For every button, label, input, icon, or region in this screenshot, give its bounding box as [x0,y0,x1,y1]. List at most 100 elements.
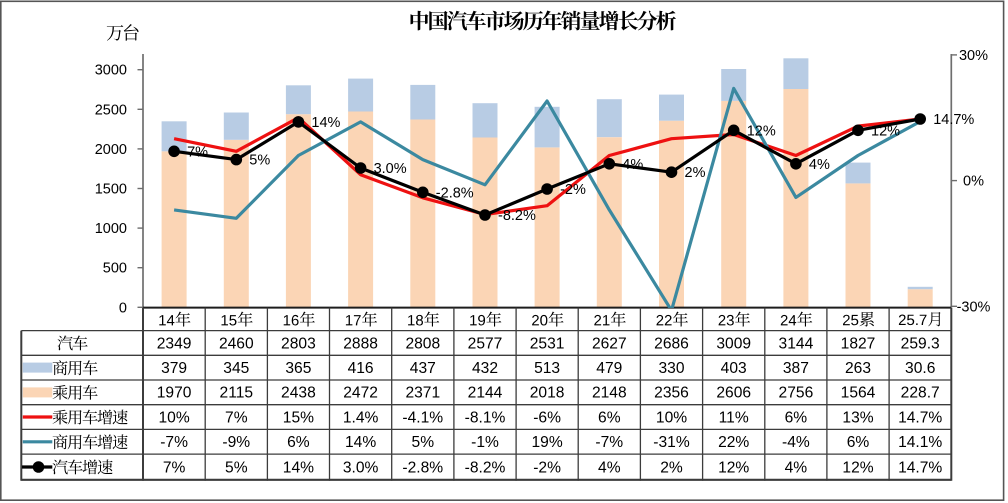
svg-text:0: 0 [119,300,127,316]
svg-text:2144: 2144 [468,385,503,402]
svg-text:-2.8%: -2.8% [402,459,443,476]
svg-text:-30%: -30% [957,299,991,315]
svg-text:-6%: -6% [533,409,561,426]
svg-text:7%: 7% [187,144,208,160]
svg-text:10%: 10% [158,409,189,426]
svg-text:2%: 2% [685,165,706,181]
svg-text:2%: 2% [660,459,683,476]
svg-text:-4%: -4% [782,434,810,451]
svg-text:-7%: -7% [595,434,623,451]
svg-text:5%: 5% [249,153,270,169]
svg-text:4%: 4% [622,157,643,173]
svg-text:5%: 5% [225,459,248,476]
svg-text:1970: 1970 [157,385,192,402]
svg-text:2371: 2371 [405,385,440,402]
svg-text:2888: 2888 [343,335,378,352]
svg-text:14.7%: 14.7% [898,409,942,426]
svg-text:-9%: -9% [222,434,250,451]
svg-text:-7%: -7% [160,434,188,451]
svg-text:500: 500 [103,261,127,277]
svg-text:13%: 13% [842,409,873,426]
svg-text:2460: 2460 [219,335,254,352]
svg-text:2349: 2349 [157,335,192,352]
svg-text:12%: 12% [747,123,776,139]
svg-text:513: 513 [534,360,560,377]
svg-text:2115: 2115 [220,385,254,402]
svg-text:5%: 5% [412,434,435,451]
svg-text:2018: 2018 [530,385,565,402]
svg-text:3000: 3000 [95,63,127,79]
svg-text:3009: 3009 [716,335,751,352]
svg-text:12%: 12% [842,459,873,476]
svg-text:345: 345 [223,360,249,377]
svg-text:6%: 6% [785,409,808,426]
svg-text:387: 387 [783,360,809,377]
svg-text:12%: 12% [718,459,749,476]
svg-text:3.0%: 3.0% [343,459,379,476]
svg-text:4%: 4% [809,157,830,173]
svg-text:19%: 19% [531,434,562,451]
svg-text:6%: 6% [287,434,310,451]
svg-text:4%: 4% [598,459,621,476]
svg-text:2500: 2500 [95,102,127,118]
svg-text:-2%: -2% [560,182,586,198]
svg-text:1.4%: 1.4% [343,409,379,426]
svg-text:403: 403 [721,360,747,377]
svg-text:479: 479 [596,360,622,377]
svg-text:-1%: -1% [471,434,499,451]
svg-text:3144: 3144 [779,335,814,352]
svg-text:0%: 0% [963,174,984,190]
svg-text:14%: 14% [311,115,340,131]
svg-text:-2.8%: -2.8% [436,185,474,201]
svg-text:2577: 2577 [468,335,503,352]
svg-text:2356: 2356 [654,385,689,402]
svg-text:1827: 1827 [841,335,876,352]
svg-text:2472: 2472 [343,385,378,402]
svg-text:22%: 22% [718,434,749,451]
svg-text:11%: 11% [719,409,749,426]
svg-text:4%: 4% [785,459,808,476]
svg-text:263: 263 [845,360,871,377]
svg-text:-2%: -2% [533,459,561,476]
svg-text:228.7: 228.7 [901,385,940,402]
svg-text:-8.1%: -8.1% [465,409,506,426]
svg-text:14%: 14% [345,434,376,451]
svg-text:6%: 6% [847,434,870,451]
svg-text:6%: 6% [598,409,621,426]
svg-text:1564: 1564 [841,385,876,402]
svg-text:10%: 10% [656,409,687,426]
svg-text:437: 437 [410,360,436,377]
svg-text:432: 432 [472,360,498,377]
svg-text:2756: 2756 [779,385,814,402]
svg-text:1000: 1000 [95,221,127,237]
svg-text:416: 416 [348,360,374,377]
svg-text:2000: 2000 [95,142,127,158]
svg-text:2627: 2627 [592,335,627,352]
svg-text:14.1%: 14.1% [898,434,942,451]
svg-text:15%: 15% [283,409,314,426]
svg-text:365: 365 [285,360,311,377]
svg-text:7%: 7% [225,409,248,426]
svg-text:2531: 2531 [530,335,565,352]
svg-text:1500: 1500 [95,182,127,198]
svg-text:14.7%: 14.7% [898,459,942,476]
svg-text:3.0%: 3.0% [374,161,407,177]
svg-text:-31%: -31% [653,434,690,451]
svg-text:-8.2%: -8.2% [498,208,536,224]
svg-text:2148: 2148 [592,385,627,402]
svg-text:12%: 12% [871,123,900,139]
svg-text:2803: 2803 [281,335,316,352]
svg-text:2808: 2808 [405,335,440,352]
svg-text:2606: 2606 [716,385,751,402]
svg-text:259.3: 259.3 [901,335,940,352]
svg-text:379: 379 [161,360,187,377]
svg-text:-4.1%: -4.1% [402,409,443,426]
svg-text:30.6: 30.6 [905,360,935,377]
svg-text:14.7%: 14.7% [933,112,974,128]
svg-text:2686: 2686 [654,335,689,352]
svg-text:330: 330 [658,360,684,377]
svg-text:7%: 7% [163,459,186,476]
svg-text:2438: 2438 [281,385,316,402]
svg-text:30%: 30% [959,48,988,64]
svg-text:14%: 14% [283,459,314,476]
